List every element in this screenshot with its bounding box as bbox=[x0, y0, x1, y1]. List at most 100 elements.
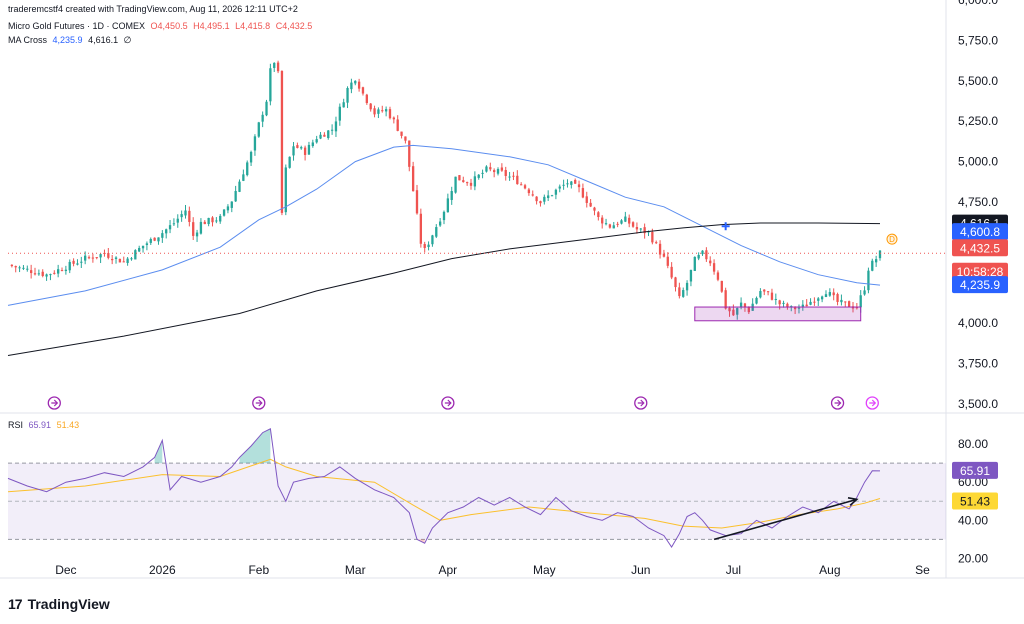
rsi-tick-label: 40.00 bbox=[958, 513, 988, 527]
ma-visibility-icon[interactable]: ∅ bbox=[123, 35, 132, 45]
candle-body bbox=[689, 269, 693, 282]
high-value: H4,495.1 bbox=[193, 21, 230, 31]
candle-body bbox=[53, 272, 56, 274]
candle-body bbox=[222, 209, 226, 216]
candle-body bbox=[701, 250, 704, 255]
ma-fast-value: 4,235.9 bbox=[52, 35, 83, 45]
candle-body bbox=[813, 301, 816, 303]
candle-body bbox=[736, 308, 739, 315]
candle-body bbox=[342, 102, 345, 108]
candle-body bbox=[192, 222, 195, 236]
ma-slow-line bbox=[7, 222, 881, 356]
candle-body bbox=[253, 136, 257, 151]
candle-body bbox=[311, 142, 314, 147]
candle-body bbox=[130, 258, 133, 260]
event-marker-arrow bbox=[51, 399, 59, 407]
candle-body bbox=[454, 176, 457, 193]
candle-body bbox=[566, 183, 569, 185]
rsi-tick-label: 80.00 bbox=[958, 437, 988, 451]
candle-body bbox=[292, 146, 295, 156]
event-marker-arrow bbox=[637, 399, 645, 407]
candle-body bbox=[651, 232, 654, 243]
candle-body bbox=[219, 215, 222, 222]
candle-body bbox=[400, 131, 403, 136]
candle-body bbox=[589, 202, 592, 207]
candle-body bbox=[419, 213, 423, 244]
candle-body bbox=[76, 263, 79, 265]
time-tick-label: Se bbox=[915, 563, 930, 577]
candle-body bbox=[844, 301, 847, 303]
candle-body bbox=[604, 223, 608, 225]
created-line: traderemcstf4 created with TradingView.c… bbox=[8, 4, 298, 14]
candle-body bbox=[404, 136, 407, 141]
candle-body bbox=[153, 237, 156, 241]
rsi-value-tag bbox=[952, 461, 998, 479]
open-value: O4,450.5 bbox=[150, 21, 188, 31]
candle-body bbox=[427, 244, 430, 248]
rsi-ma-value: 51.43 bbox=[56, 420, 80, 430]
candle-body bbox=[357, 81, 361, 89]
close-value: C4,432.5 bbox=[275, 21, 313, 31]
time-tick-label: Jul bbox=[726, 563, 741, 577]
tradingview-logo[interactable]: 17 TradingView bbox=[8, 596, 110, 612]
time-tick-label: Aug bbox=[819, 563, 840, 577]
candle-body bbox=[500, 167, 504, 171]
price-tick-label: 5,500.0 bbox=[958, 74, 998, 88]
candle-body bbox=[778, 300, 781, 305]
candle-body bbox=[516, 175, 519, 185]
candle-body bbox=[346, 87, 349, 103]
candle-body bbox=[296, 145, 299, 148]
price-tag bbox=[952, 262, 1008, 280]
candle-body bbox=[373, 108, 376, 115]
candle-body bbox=[114, 257, 118, 259]
candle-body bbox=[527, 189, 531, 194]
symbol-name[interactable]: Micro Gold Futures · 1D · COMEX bbox=[8, 21, 146, 31]
candle-body bbox=[157, 237, 160, 242]
candle-body bbox=[801, 304, 804, 307]
candle-body bbox=[438, 221, 442, 226]
candle-body bbox=[265, 101, 268, 116]
rsi-name[interactable]: RSI bbox=[8, 420, 24, 430]
candle-body bbox=[207, 217, 210, 225]
candle-body bbox=[161, 233, 164, 238]
ma-name[interactable]: MA Cross bbox=[8, 35, 48, 45]
candle-body bbox=[361, 87, 365, 94]
candle-body bbox=[755, 297, 758, 304]
candle-body bbox=[411, 166, 415, 192]
candle-body bbox=[743, 303, 747, 307]
candle-body bbox=[543, 196, 546, 202]
candle-body bbox=[122, 261, 125, 263]
candle-body bbox=[643, 227, 646, 234]
candle-body bbox=[431, 235, 434, 245]
price-tag-label: 10:58:28 bbox=[957, 265, 1004, 279]
rsi-line: RSI 65.91 51.43 bbox=[8, 420, 82, 430]
candle-body bbox=[435, 227, 438, 237]
candle-body bbox=[64, 269, 68, 272]
candle-body bbox=[384, 109, 388, 112]
candle-body bbox=[22, 267, 25, 269]
candle-body bbox=[824, 294, 828, 298]
candle-body bbox=[230, 201, 233, 208]
candle-body bbox=[554, 189, 558, 195]
candle-body bbox=[168, 225, 172, 230]
time-tick-label: May bbox=[533, 563, 556, 577]
candle-body bbox=[485, 166, 488, 172]
candle-body bbox=[45, 274, 48, 277]
candle-body bbox=[658, 243, 662, 255]
candle-body bbox=[107, 253, 110, 258]
candle-body bbox=[682, 290, 685, 297]
candle-body bbox=[793, 307, 797, 310]
candle-body bbox=[60, 270, 64, 272]
candle-body bbox=[415, 190, 419, 214]
candle-body bbox=[226, 206, 230, 211]
candle-body bbox=[624, 216, 627, 222]
candle-body bbox=[365, 94, 368, 104]
ma-slow-value: 4,616.1 bbox=[88, 35, 119, 45]
event-marker-arrow bbox=[869, 399, 877, 407]
candle-body bbox=[547, 195, 550, 199]
candle-body bbox=[388, 109, 392, 119]
time-tick-label: Feb bbox=[248, 563, 269, 577]
candle-body bbox=[836, 294, 839, 302]
candle-body bbox=[57, 269, 60, 274]
